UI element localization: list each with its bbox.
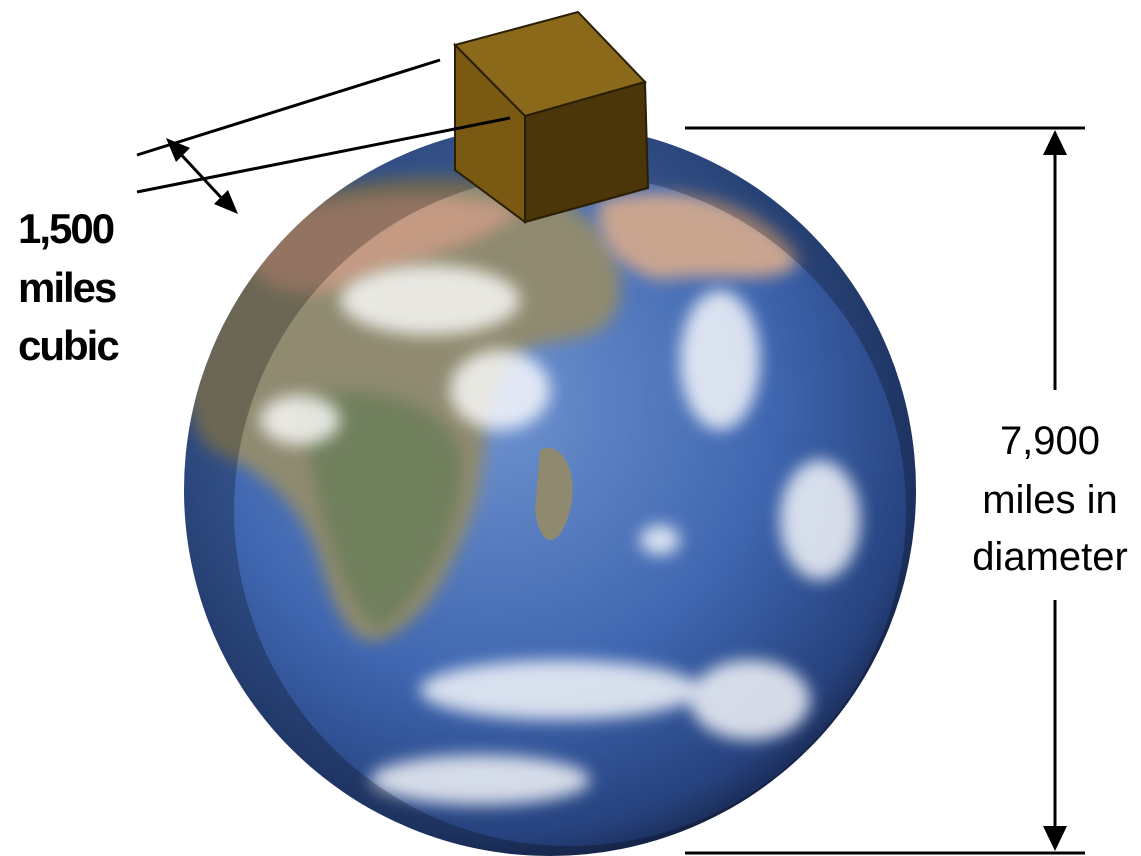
- earth-label: miles in: [982, 478, 1118, 522]
- cube-label: miles: [18, 264, 116, 311]
- cube-label: cubic: [18, 322, 119, 369]
- cube-dimension: [136, 58, 511, 214]
- cube-right: [524, 80, 650, 224]
- earth-dimension: [685, 126, 1085, 855]
- earth-label: diameter: [972, 535, 1128, 579]
- cube-label: 1,500: [18, 205, 114, 252]
- cube: [453, 10, 650, 224]
- earth-label: 7,900: [1000, 419, 1100, 463]
- earth: [184, 124, 916, 856]
